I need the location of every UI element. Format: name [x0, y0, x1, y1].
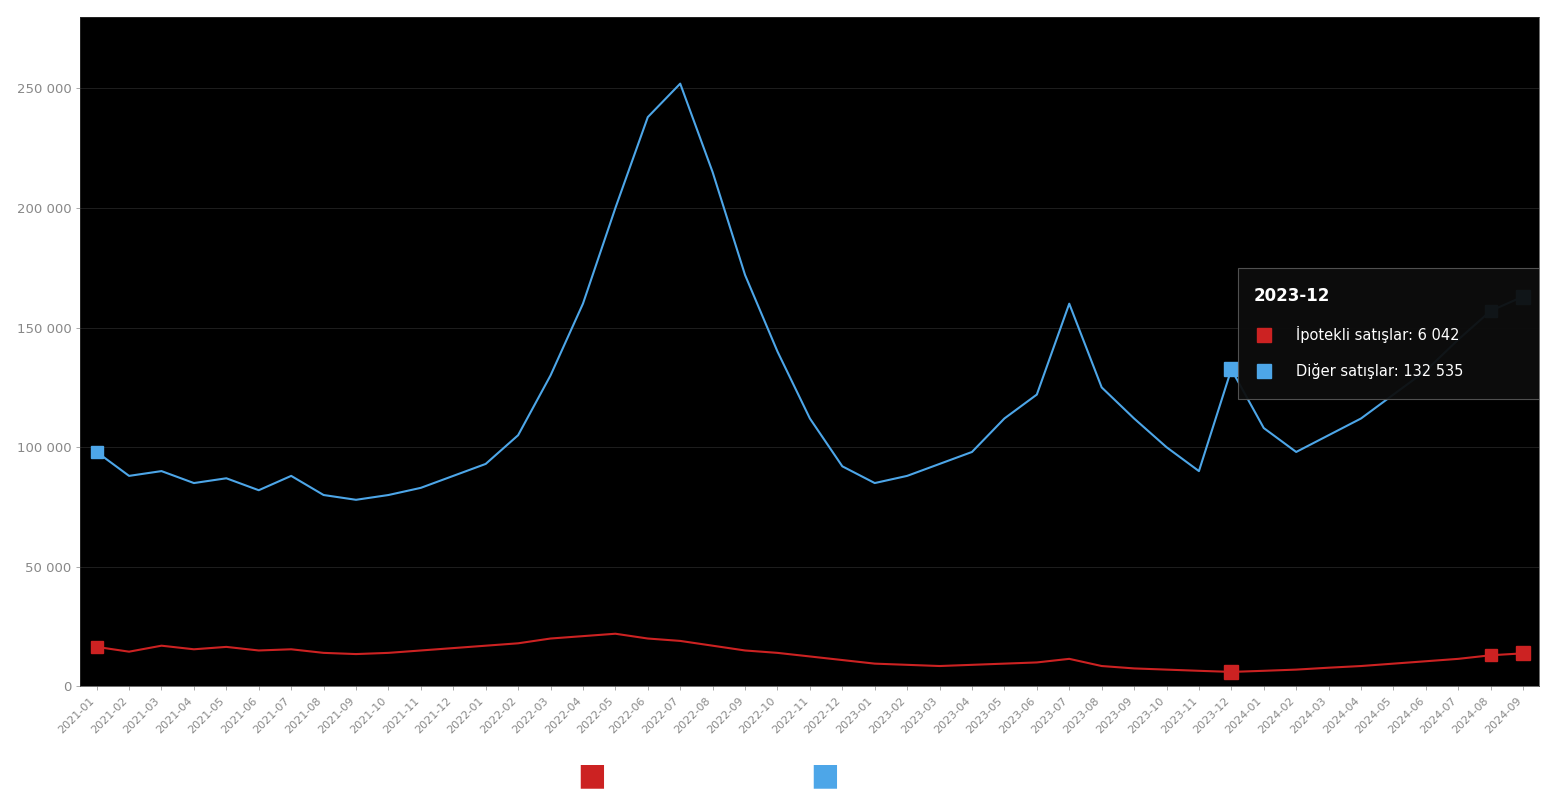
Bar: [1239, 268, 1556, 399]
Text: İpotekli satışlar: 6 042: İpotekli satışlar: 6 042: [1296, 326, 1460, 343]
Text: 2023-12: 2023-12: [1254, 287, 1330, 305]
Text: Diğer satışlar: 132 535: Diğer satışlar: 132 535: [1296, 362, 1464, 378]
Text: ■: ■: [577, 762, 605, 790]
Text: ■: ■: [811, 762, 839, 790]
